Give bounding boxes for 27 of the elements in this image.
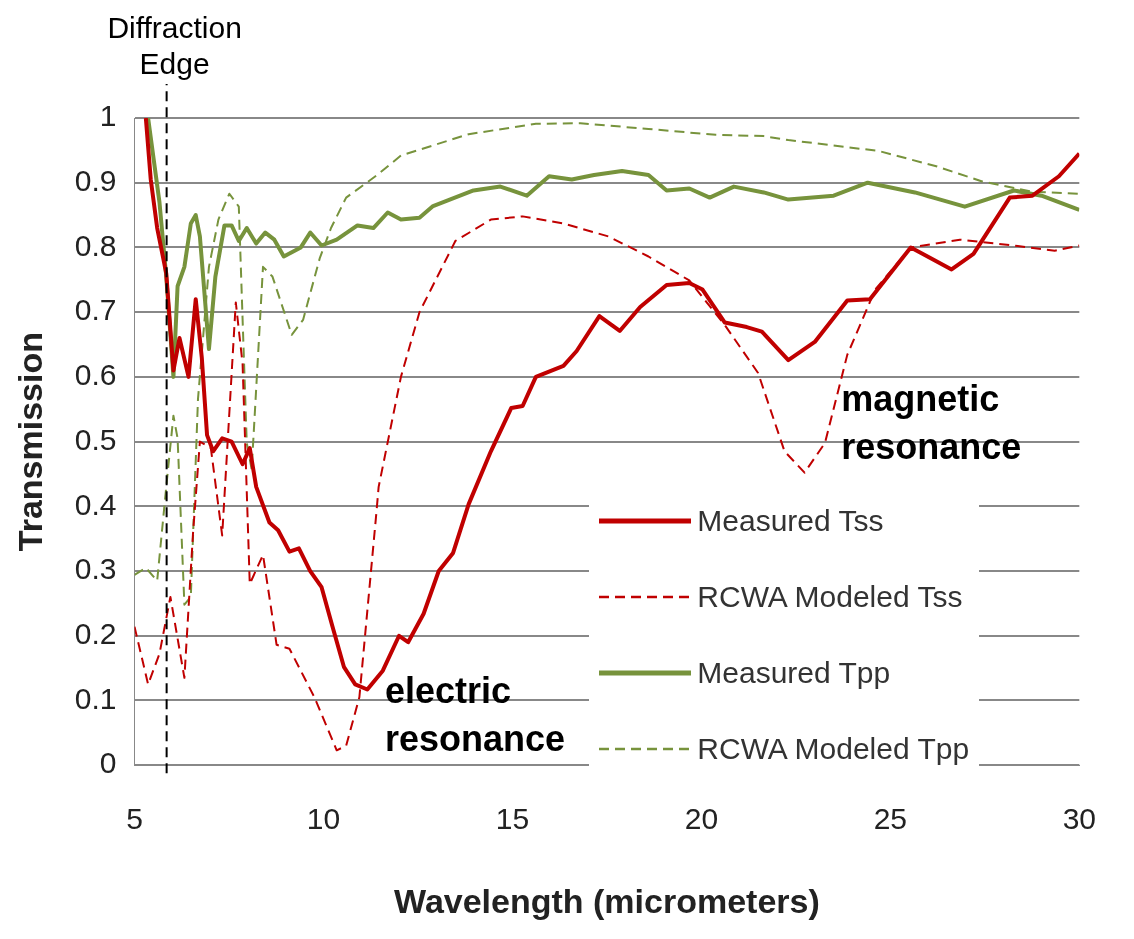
y-tick-label: 0.9 <box>74 163 117 197</box>
y-tick-label: 0.4 <box>74 487 117 521</box>
annotation: electric resonance <box>384 669 565 759</box>
x-axis-title: Wavelength (micrometers) <box>394 881 820 920</box>
line-series <box>134 122 1080 606</box>
legend-label: RCWA Modeled Tss <box>697 580 963 615</box>
x-tick-label: 15 <box>495 802 530 836</box>
y-tick-label: 0.7 <box>74 293 117 327</box>
x-tick-label: 5 <box>126 802 143 836</box>
x-tick-label: 20 <box>684 802 719 836</box>
y-axis-title: Transmission <box>10 332 49 552</box>
y-tick-label: 0.1 <box>74 681 117 715</box>
y-tick-label: 0.5 <box>74 422 117 456</box>
legend-label: Measured Tpp <box>697 656 891 691</box>
x-tick-label: 10 <box>306 802 341 836</box>
y-tick-label: 0.8 <box>74 228 117 262</box>
y-tick-label: 0.6 <box>74 358 117 392</box>
y-tick-label: 0.2 <box>74 617 117 651</box>
y-tick-label: 1 <box>99 99 117 133</box>
annotation: magnetic resonance <box>841 377 1022 467</box>
ref-line-label: Diffraction Edge <box>107 11 242 80</box>
legend-label: Measured Tss <box>697 504 884 539</box>
x-tick-label: 25 <box>873 802 908 836</box>
y-tick-label: 0 <box>99 746 117 780</box>
legend-label: RCWA Modeled Tpp <box>697 732 970 767</box>
y-tick-label: 0.3 <box>74 552 117 586</box>
x-tick-label: 30 <box>1062 802 1096 836</box>
